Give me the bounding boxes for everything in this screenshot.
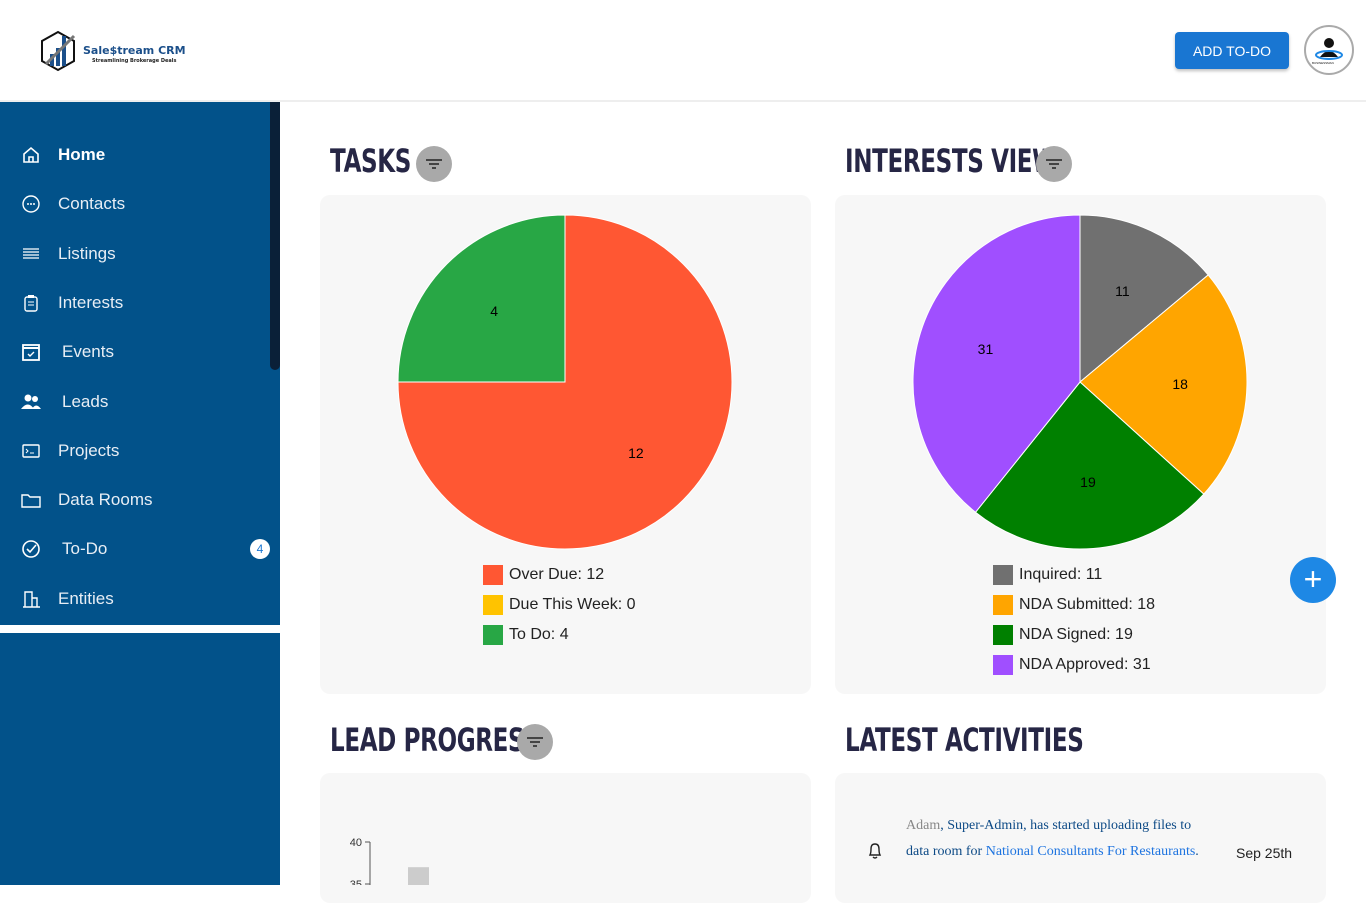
sidebar-item-label: Listings xyxy=(58,243,116,263)
activity-date: Sep 25th xyxy=(1236,845,1293,861)
legend-item[interactable]: To Do: 4 xyxy=(483,625,569,645)
logo-name: Sale$tream CRM xyxy=(83,44,186,57)
interests-filter-button[interactable] xyxy=(1036,146,1072,182)
lead-progress-card xyxy=(320,773,811,903)
sidebar-item-events[interactable]: Events xyxy=(0,332,270,372)
building-icon xyxy=(23,590,40,608)
legend-label: NDA Approved: 31 xyxy=(1019,656,1151,673)
sidebar-item-label: Leads xyxy=(62,391,109,411)
legend-item[interactable]: NDA Approved: 31 xyxy=(993,655,1151,675)
sidebar-item-home[interactable]: Home xyxy=(0,135,270,175)
sidebar-item-interests[interactable]: Interests xyxy=(0,283,270,323)
tasks-filter-button[interactable] xyxy=(416,146,452,182)
activities-title: LATEST ACTIVITIES xyxy=(845,721,1084,759)
tasks-title: TASKS xyxy=(330,142,411,180)
legend-label: Over Due: 12 xyxy=(509,566,605,583)
avatar-text: BUSINESSMAN xyxy=(1312,61,1334,65)
legend-item[interactable]: Over Due: 12 xyxy=(483,565,604,585)
legend-swatch xyxy=(483,595,503,615)
legend-label: Inquired: 11 xyxy=(1019,566,1103,583)
interests-title: INTERESTS VIEW xyxy=(845,142,1058,180)
lead-progress-bar[interactable] xyxy=(408,867,429,885)
sidebar-item-entities[interactable]: Entities xyxy=(0,579,270,619)
home-icon xyxy=(23,146,39,163)
activity-user: Adam xyxy=(906,818,941,833)
folder-icon xyxy=(21,494,41,508)
legend-label: To Do: 4 xyxy=(509,626,569,643)
calendar-check-icon xyxy=(22,344,40,362)
activity-link[interactable]: National Consultants For Restaurants xyxy=(985,844,1196,859)
sidebar xyxy=(0,102,280,885)
list-icon xyxy=(23,247,39,259)
add-fab-button[interactable]: + xyxy=(1290,557,1336,603)
filter-icon xyxy=(1046,159,1062,169)
legend-item[interactable]: Due This Week: 0 xyxy=(483,595,636,615)
legend-item[interactable]: Inquired: 11 xyxy=(993,565,1102,585)
sidebar-item-data-rooms[interactable]: Data Rooms xyxy=(0,480,270,520)
activity-item: Adam, Super-Admin, has started uploading… xyxy=(906,813,1206,865)
logo-tagline: Streamlining Brokerage Deals xyxy=(92,58,177,64)
top-bar: Sale$tream CRM Streamlining Brokerage De… xyxy=(0,0,1366,102)
activity-text: , Super-Admin, has started uploading fil… xyxy=(906,818,1192,859)
sidebar-divider xyxy=(0,625,280,633)
clipboard-icon xyxy=(24,294,38,312)
legend-swatch xyxy=(993,565,1013,585)
activities-card xyxy=(835,773,1326,903)
filter-icon xyxy=(527,737,543,747)
sidebar-item-label: Home xyxy=(58,145,106,164)
avatar[interactable]: BUSINESSMAN xyxy=(1304,25,1354,75)
lead-progress-chart: 40 35 xyxy=(350,837,429,885)
bell-icon xyxy=(868,843,882,859)
people-icon xyxy=(21,394,41,409)
sidebar-item-projects[interactable]: Projects xyxy=(0,431,270,471)
sidebar-item-label: Contacts xyxy=(58,194,126,214)
sidebar-item-label: Projects xyxy=(58,440,120,460)
legend-swatch xyxy=(993,625,1013,645)
terminal-icon xyxy=(22,444,40,458)
legend-item[interactable]: NDA Signed: 19 xyxy=(993,625,1133,645)
sidebar-item-label: Data Rooms xyxy=(58,490,153,510)
legend-label: NDA Submitted: 18 xyxy=(1019,596,1156,613)
chat-icon xyxy=(22,195,40,213)
lead-progress-title: LEAD PROGRESS xyxy=(330,721,540,759)
sidebar-item-label: Entities xyxy=(58,588,114,608)
legend-swatch xyxy=(483,625,503,645)
todo-count-badge: 4 xyxy=(250,539,270,560)
legend-swatch xyxy=(993,655,1013,675)
activity-text-end: . xyxy=(1195,844,1199,859)
add-todo-button[interactable]: ADD TO-DO xyxy=(1175,32,1289,69)
y-tick-label: 40 xyxy=(350,837,362,849)
legend-swatch xyxy=(993,595,1013,615)
businessman-icon xyxy=(1315,38,1343,60)
legend-item[interactable]: NDA Submitted: 18 xyxy=(993,595,1155,615)
legend-swatch xyxy=(483,565,503,585)
sidebar-item-listings[interactable]: Listings xyxy=(0,234,270,274)
check-circle-icon xyxy=(22,540,40,559)
sidebar-item-to-do[interactable]: To-Do 4 xyxy=(0,529,270,569)
tasks-card xyxy=(320,195,811,694)
sidebar-item-label: To-Do xyxy=(62,539,108,559)
sidebar-item-label: Events xyxy=(62,342,114,362)
interests-card xyxy=(835,195,1326,694)
sidebar-item-leads[interactable]: Leads xyxy=(0,382,270,422)
filter-icon xyxy=(426,159,442,169)
legend-label: Due This Week: 0 xyxy=(509,596,636,613)
legend-label: NDA Signed: 19 xyxy=(1019,626,1133,643)
logo[interactable]: Sale$tream CRM Streamlining Brokerage De… xyxy=(30,20,186,92)
lead-progress-filter-button[interactable] xyxy=(517,724,553,760)
sidebar-item-contacts[interactable]: Contacts xyxy=(0,184,270,224)
sidebar-scrollbar[interactable] xyxy=(270,102,280,370)
logo-icon xyxy=(41,30,76,72)
sidebar-item-label: Interests xyxy=(58,292,124,312)
y-tick-label: 35 xyxy=(350,879,362,885)
